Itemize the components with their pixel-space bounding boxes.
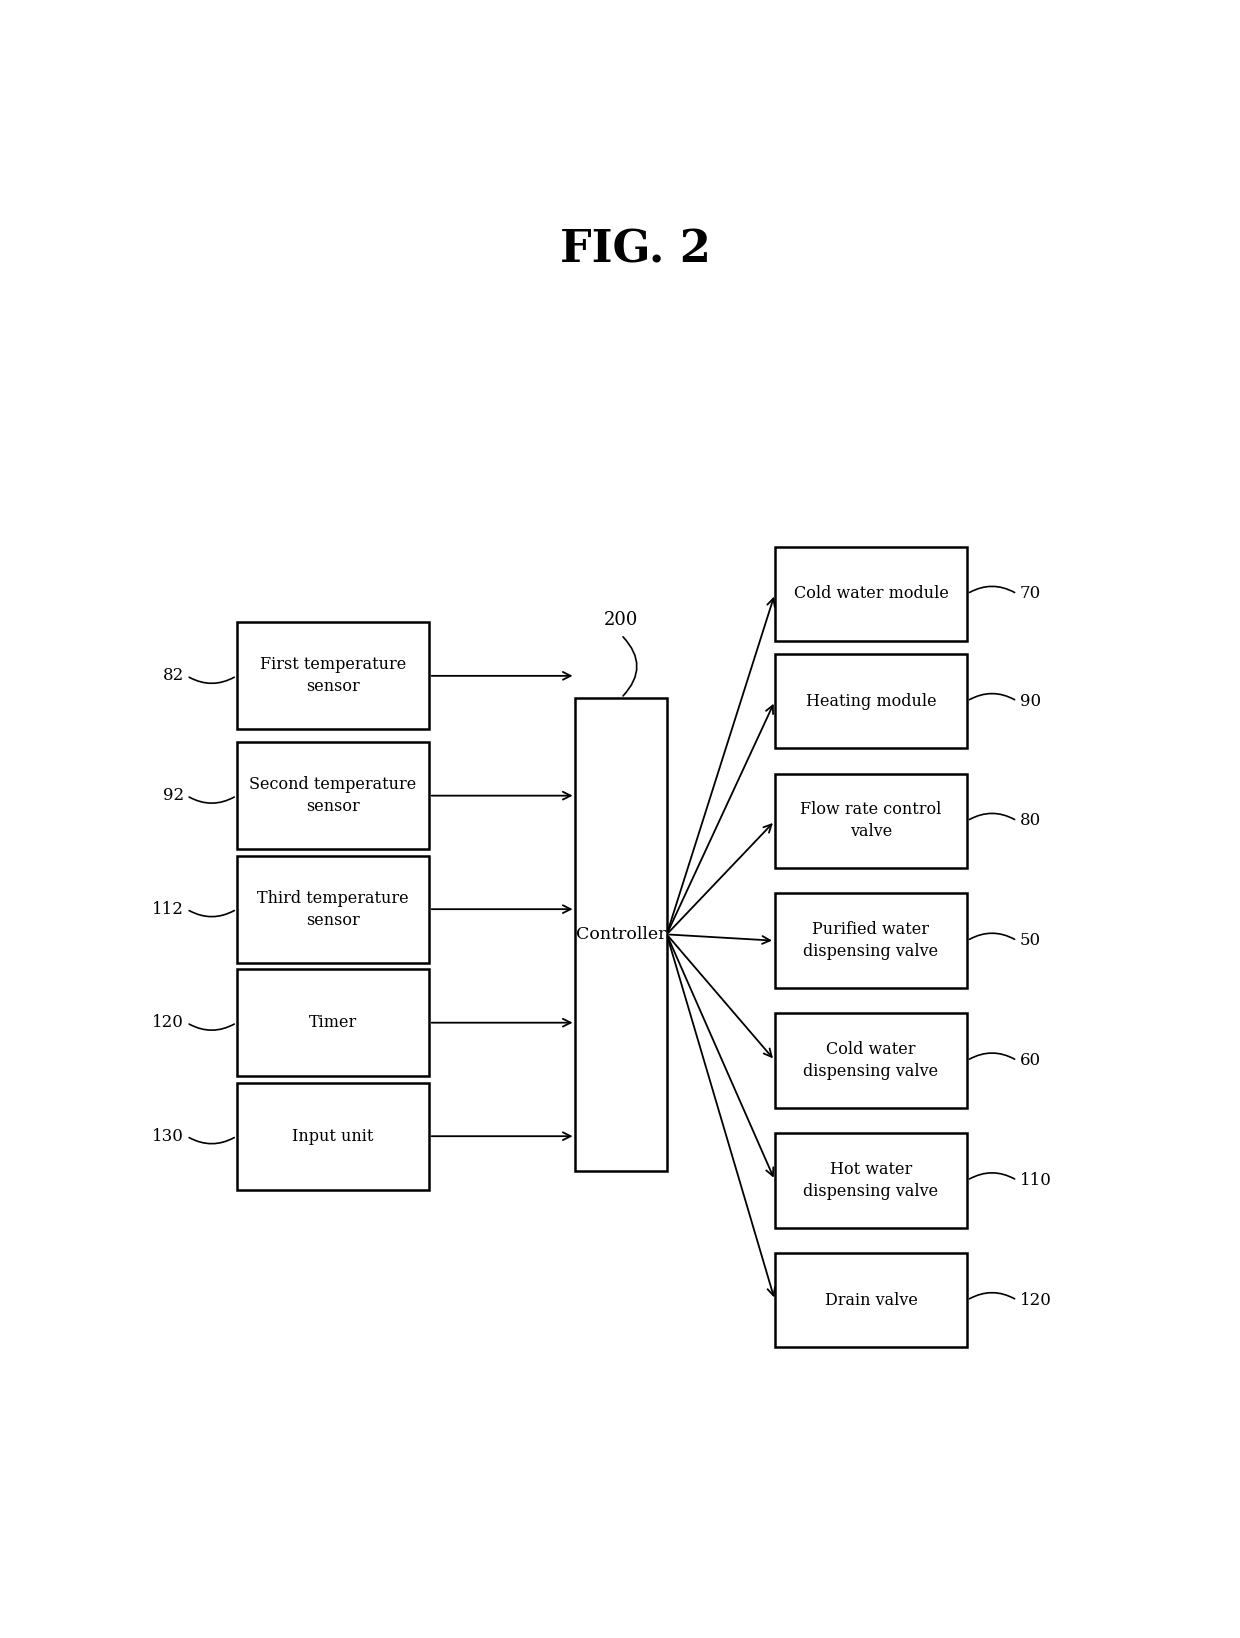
Text: 50: 50	[1019, 932, 1042, 948]
FancyArrowPatch shape	[190, 1024, 234, 1030]
Text: Controller: Controller	[575, 925, 666, 943]
FancyArrowPatch shape	[190, 798, 234, 803]
Text: 110: 110	[1019, 1171, 1052, 1189]
Bar	[237, 1083, 429, 1189]
FancyArrowPatch shape	[970, 1292, 1014, 1299]
Text: 90: 90	[1019, 693, 1042, 709]
Text: Purified water
dispensing valve: Purified water dispensing valve	[804, 921, 939, 960]
Text: 60: 60	[1019, 1052, 1042, 1070]
Text: Heating module: Heating module	[806, 693, 936, 709]
FancyArrowPatch shape	[970, 1173, 1014, 1179]
Bar	[775, 893, 967, 988]
Text: 130: 130	[153, 1127, 184, 1145]
Text: 82: 82	[162, 667, 184, 685]
Text: Flow rate control
valve: Flow rate control valve	[800, 801, 941, 840]
FancyArrowPatch shape	[970, 934, 1014, 939]
FancyArrowPatch shape	[190, 911, 234, 917]
Text: Timer: Timer	[309, 1014, 357, 1032]
Text: Drain valve: Drain valve	[825, 1292, 918, 1309]
Text: Third temperature
sensor: Third temperature sensor	[257, 889, 409, 929]
Text: Cold water module: Cold water module	[794, 585, 949, 603]
Bar	[237, 855, 429, 963]
Text: 120: 120	[1019, 1292, 1052, 1309]
Bar	[237, 622, 429, 729]
Text: 92: 92	[162, 788, 184, 804]
FancyArrowPatch shape	[970, 586, 1014, 593]
FancyArrowPatch shape	[970, 814, 1014, 819]
Text: Cold water
dispensing valve: Cold water dispensing valve	[804, 1040, 939, 1079]
Text: 112: 112	[153, 901, 184, 917]
Text: 80: 80	[1019, 812, 1042, 829]
Text: Second temperature
sensor: Second temperature sensor	[249, 776, 417, 816]
Bar	[775, 654, 967, 749]
FancyArrowPatch shape	[190, 1137, 234, 1143]
Text: 200: 200	[604, 611, 639, 629]
FancyArrowPatch shape	[190, 676, 234, 683]
Text: 70: 70	[1019, 585, 1042, 603]
Bar	[775, 1133, 967, 1227]
Text: Hot water
dispensing valve: Hot water dispensing valve	[804, 1161, 939, 1201]
Bar	[775, 547, 967, 640]
Text: Input unit: Input unit	[293, 1127, 373, 1145]
FancyArrowPatch shape	[970, 693, 1014, 699]
Text: First temperature
sensor: First temperature sensor	[259, 657, 405, 696]
FancyArrowPatch shape	[970, 1053, 1014, 1060]
Bar	[237, 742, 429, 848]
Bar	[775, 773, 967, 868]
Bar	[237, 970, 429, 1076]
FancyArrowPatch shape	[622, 637, 637, 696]
Text: 120: 120	[153, 1014, 184, 1032]
Bar	[575, 698, 667, 1171]
Bar	[775, 1253, 967, 1348]
Text: FIG. 2: FIG. 2	[560, 228, 711, 272]
Bar	[775, 1014, 967, 1107]
